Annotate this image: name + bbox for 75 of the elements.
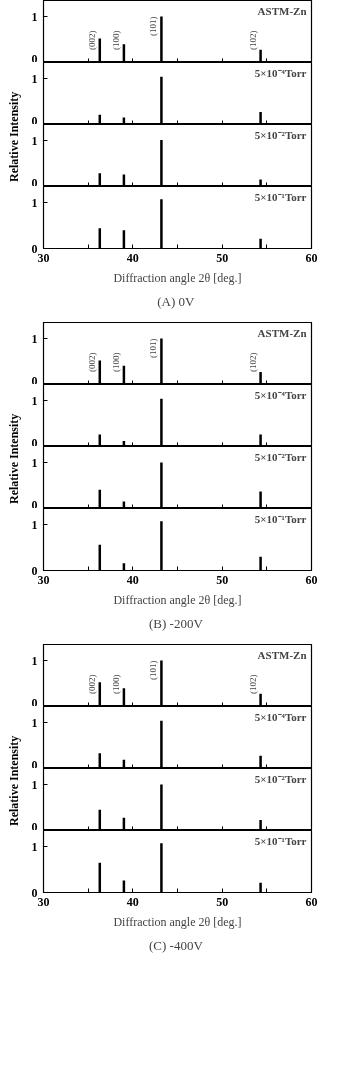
x-tick-label: 30: [37, 250, 50, 265]
y-tick-label: 0: [31, 113, 38, 128]
annotation: (002): [86, 352, 97, 372]
chart-title: 5×10⁻¹Torr: [254, 190, 307, 203]
annotation: (100): [110, 352, 121, 372]
annotation: (100): [110, 674, 121, 694]
chart-title: ASTM-Zn: [257, 4, 307, 17]
annotation: (002): [86, 30, 97, 50]
y-tick-label: 0: [31, 241, 38, 256]
y-tick-label: 1: [31, 653, 38, 668]
y-tick-label: 0: [31, 885, 38, 900]
chart-title: 5×10⁻⁴Torr: [254, 388, 307, 401]
bar: [160, 521, 163, 571]
annotation: (102): [247, 674, 258, 694]
text: (C) -400V: [148, 937, 204, 953]
y-axis-title: Relative Intensity: [6, 91, 22, 183]
y-tick-label: 0: [31, 435, 38, 450]
annotation: (102): [247, 352, 258, 372]
y-tick-label: 0: [31, 819, 38, 834]
chart-title: 5×10⁻⁴Torr: [254, 710, 307, 723]
y-axis-title: Relative Intensity: [6, 413, 22, 505]
chart-title: ASTM-Zn: [257, 648, 307, 661]
y-tick-label: 1: [31, 715, 38, 730]
x-tick-label: 50: [216, 572, 229, 587]
x-tick-label: 30: [37, 572, 50, 587]
y-tick-label: 1: [31, 517, 38, 532]
y-tick-label: 1: [31, 331, 38, 346]
chart-title: 5×10⁻¹Torr: [254, 834, 307, 847]
y-tick-label: 1: [31, 777, 38, 792]
y-tick-label: 1: [31, 133, 38, 148]
y-tick-label: 1: [31, 839, 38, 854]
bar: [160, 843, 163, 893]
annotation: (101): [148, 338, 159, 359]
chart-title: ASTM-Zn: [257, 326, 307, 339]
y-tick-label: 1: [31, 393, 38, 408]
y-tick-label: 1: [31, 9, 38, 24]
bar: [259, 238, 262, 249]
y-tick-label: 0: [31, 175, 38, 190]
chart-title: 5×10⁻²Torr: [254, 450, 307, 463]
y-tick-label: 0: [31, 563, 38, 578]
annotation: (101): [148, 16, 159, 37]
bar: [259, 556, 262, 571]
y-tick-label: 0: [31, 51, 38, 66]
x-tick-label: 50: [216, 250, 229, 265]
y-tick-label: 1: [31, 71, 38, 86]
y-tick-label: 0: [31, 373, 38, 388]
x-tick-label: 40: [126, 572, 139, 587]
x-tick-label: 60: [305, 572, 318, 587]
y-tick-label: 0: [31, 695, 38, 710]
x-tick-label: 30: [37, 894, 50, 909]
chart-title: 5×10⁻²Torr: [254, 772, 307, 785]
annotation: (002): [86, 674, 97, 694]
y-tick-label: 1: [31, 455, 38, 470]
chart-title: 5×10⁻⁴Torr: [254, 66, 307, 79]
x-tick-label: 40: [126, 250, 139, 265]
annotation: (100): [110, 30, 121, 50]
x-axis-title: Diffraction angle 2θ [deg.]: [113, 592, 242, 607]
annotation: (101): [148, 660, 159, 681]
x-axis-title: Diffraction angle 2θ [deg.]: [113, 270, 242, 285]
chart-title: 5×10⁻¹Torr: [254, 512, 307, 525]
y-tick-label: 1: [31, 195, 38, 210]
y-tick-label: 0: [31, 757, 38, 772]
x-tick-label: 60: [305, 250, 318, 265]
bar: [259, 882, 262, 893]
y-tick-label: 0: [31, 497, 38, 512]
text: (B) -200V: [148, 615, 204, 631]
annotation: (102): [247, 30, 258, 50]
text: (A) 0V: [157, 293, 196, 309]
chart-title: 5×10⁻²Torr: [254, 128, 307, 141]
x-tick-label: 40: [126, 894, 139, 909]
y-axis-title: Relative Intensity: [6, 735, 22, 827]
x-axis-title: Diffraction angle 2θ [deg.]: [113, 914, 242, 929]
bar: [160, 199, 163, 249]
x-tick-label: 50: [216, 894, 229, 909]
x-tick-label: 60: [305, 894, 318, 909]
